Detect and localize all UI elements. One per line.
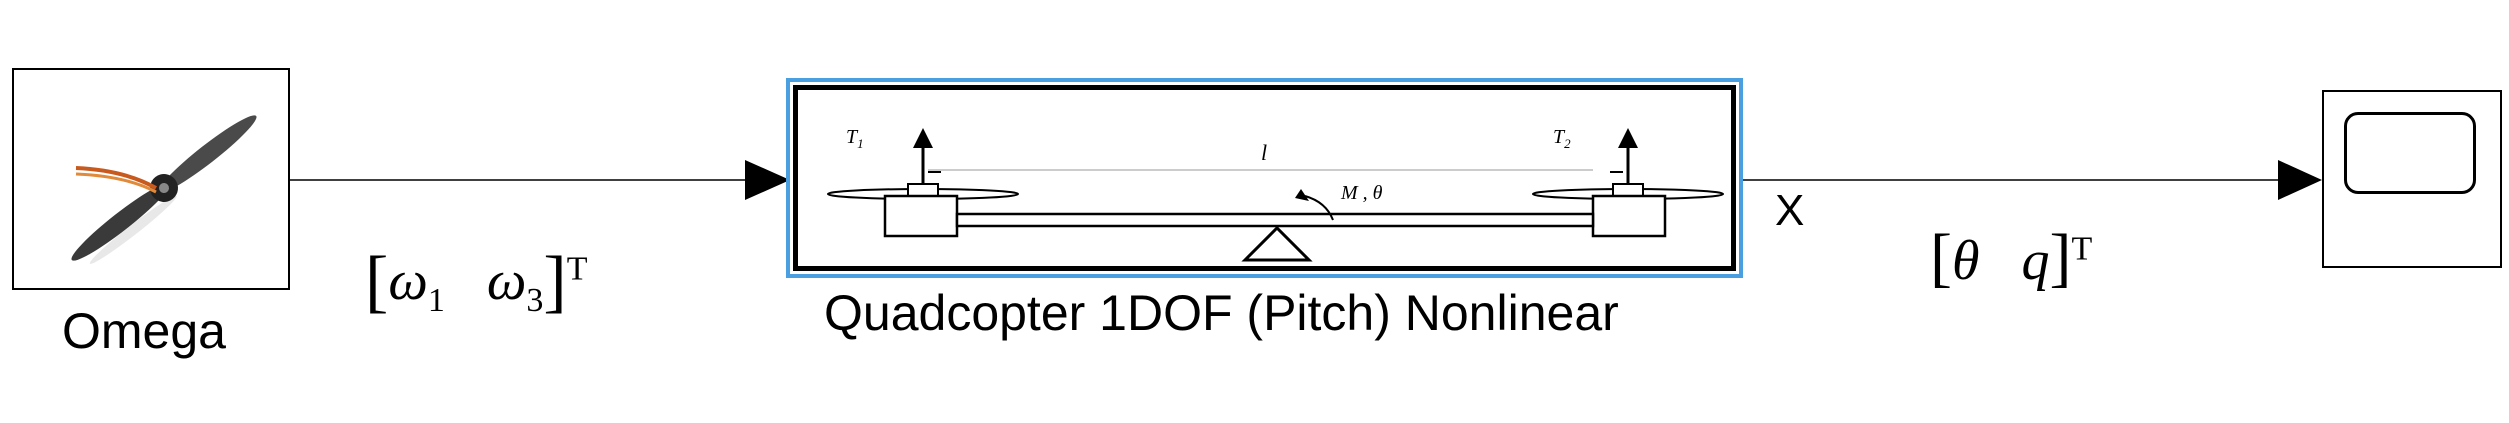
propeller-motor-icon: [71, 115, 257, 264]
quadcopter-block-label: Quadcopter 1DOF (Pitch) Nonlinear: [824, 285, 1619, 341]
thrust-2-label: T2: [1553, 126, 1571, 151]
scope-block[interactable]: [2322, 90, 2502, 268]
thrust-1-label: T1: [846, 126, 864, 151]
arrowhead-input: [745, 160, 790, 200]
omega-block-label: Omega: [62, 303, 226, 359]
omega-block[interactable]: [12, 68, 290, 290]
output-signal-label: [θ q]T: [1930, 221, 2093, 294]
quadcopter-block-frame: T1 T2 l M , θ: [793, 85, 1736, 271]
input-signal-label: [ω1 ω3]T: [365, 243, 588, 320]
moment-theta-label: M , θ: [1341, 182, 1383, 204]
quadcopter-block[interactable]: T1 T2 l M , θ: [786, 78, 1743, 278]
scope-screen-icon: [2344, 112, 2476, 194]
arrowhead-output: [2278, 160, 2322, 200]
quadcopter-schematic-image: [827, 128, 1724, 262]
output-port-label: X: [1775, 186, 1805, 235]
arm-length-label: l: [1261, 140, 1268, 165]
